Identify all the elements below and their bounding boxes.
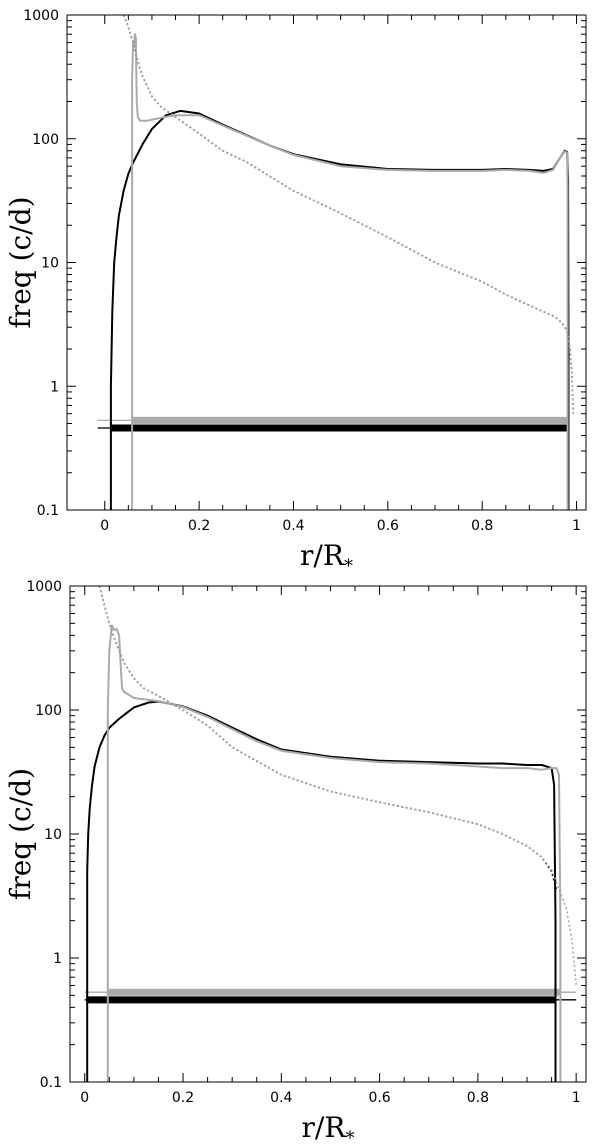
x-tick-label: 1 (572, 1090, 581, 1106)
x-axis-label: r/R* (302, 1111, 355, 1147)
x-tick-label: 0 (80, 1090, 89, 1106)
y-tick-label: 1 (50, 379, 59, 395)
x-tick-label: 0.6 (368, 1090, 390, 1106)
y-tick-label: 1 (53, 951, 62, 967)
x-tick-label: 0.4 (282, 518, 304, 534)
y-tick-label: 100 (32, 132, 59, 148)
y-tick-label: 100 (35, 703, 62, 719)
plot-frame (66, 14, 587, 511)
series-3-line (98, 586, 577, 986)
y-tick-label: 1000 (26, 579, 62, 595)
x-tick-label: 0.2 (188, 518, 210, 534)
series-1-line (131, 33, 569, 510)
plot-area (84, 586, 577, 1082)
series-3-line (122, 15, 575, 414)
x-tick-label: 0.6 (377, 518, 399, 534)
y-tick-label: 0.1 (40, 1075, 62, 1091)
bottom-panel: 0 0.2 0.4 0.6 0.8 1 0.1 1 10 100 1000 r/R* freq (c/d… (4, 579, 587, 1147)
series-2-line (122, 15, 575, 414)
x-tick-label: 0.8 (471, 518, 493, 534)
x-tick-label: 0.2 (172, 1090, 194, 1106)
y-tick-label: 10 (41, 256, 59, 272)
top-panel: 0 0.2 0.4 0.6 0.8 1 0.1 1 10 100 1000 r/R* freq (c/d… (4, 8, 587, 577)
x-tick-label: 1 (572, 518, 581, 534)
x-tick-label: 0.4 (270, 1090, 292, 1106)
series-1-line (106, 624, 562, 1082)
y-tick-label: 1000 (23, 8, 59, 24)
y-tick-label: 0.1 (37, 503, 59, 519)
y-axis-label: freq (c/d) (4, 196, 37, 328)
x-axis-label: r/R* (300, 539, 353, 577)
x-tick-label: 0.8 (467, 1090, 489, 1106)
plot-area (97, 15, 575, 510)
y-tick-label: 10 (44, 827, 62, 843)
x-tick-label: 0 (100, 518, 109, 534)
plot-frame (69, 585, 587, 1083)
series-0-line (109, 109, 570, 510)
series-0-line (86, 700, 557, 1082)
series-2-line (98, 586, 558, 891)
y-axis-label: freq (c/d) (4, 768, 37, 900)
